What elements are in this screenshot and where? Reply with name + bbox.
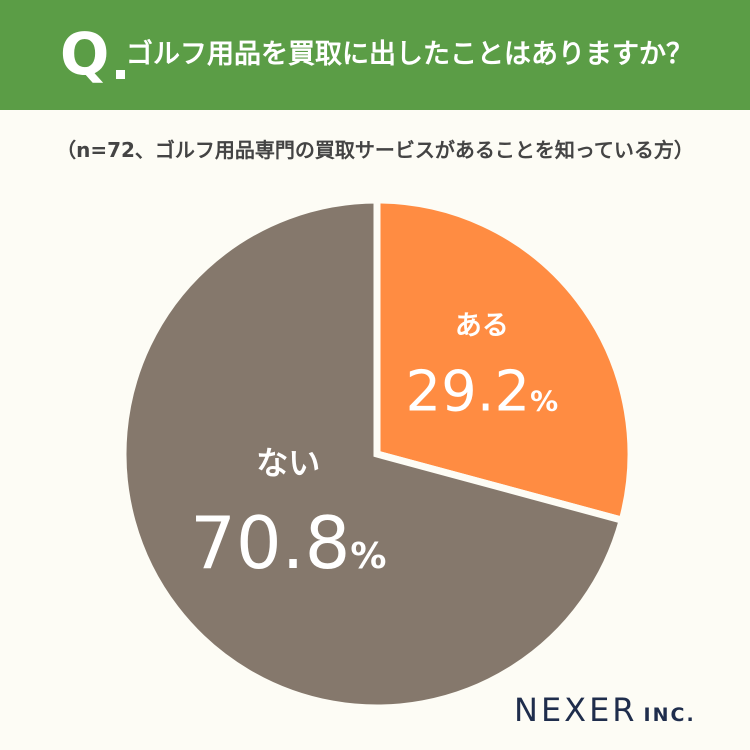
pie-slice-aru xyxy=(373,196,635,525)
pie-slice-nai xyxy=(119,196,627,712)
q-dot-decoration xyxy=(116,70,125,79)
question-banner: Q ゴルフ用品を買取に出したことはありますか？ xyxy=(0,0,750,110)
slice-label-category: ある xyxy=(455,311,509,342)
slice-label-category: ない xyxy=(256,444,320,482)
company-logo: NEXER INC. xyxy=(514,690,696,730)
q-mark: Q xyxy=(60,20,110,88)
logo-main: NEXER xyxy=(514,691,638,729)
question-text: ゴルフ用品を買取に出したことはありますか？ xyxy=(126,39,693,70)
logo-suffix: INC. xyxy=(643,704,696,726)
sample-note: （n=72、ゴルフ用品専門の買取サービスがあることを知っている方） xyxy=(56,138,694,162)
slice-label-value: 29.2% xyxy=(405,360,558,425)
slice-label-value: 70.8% xyxy=(190,501,386,585)
